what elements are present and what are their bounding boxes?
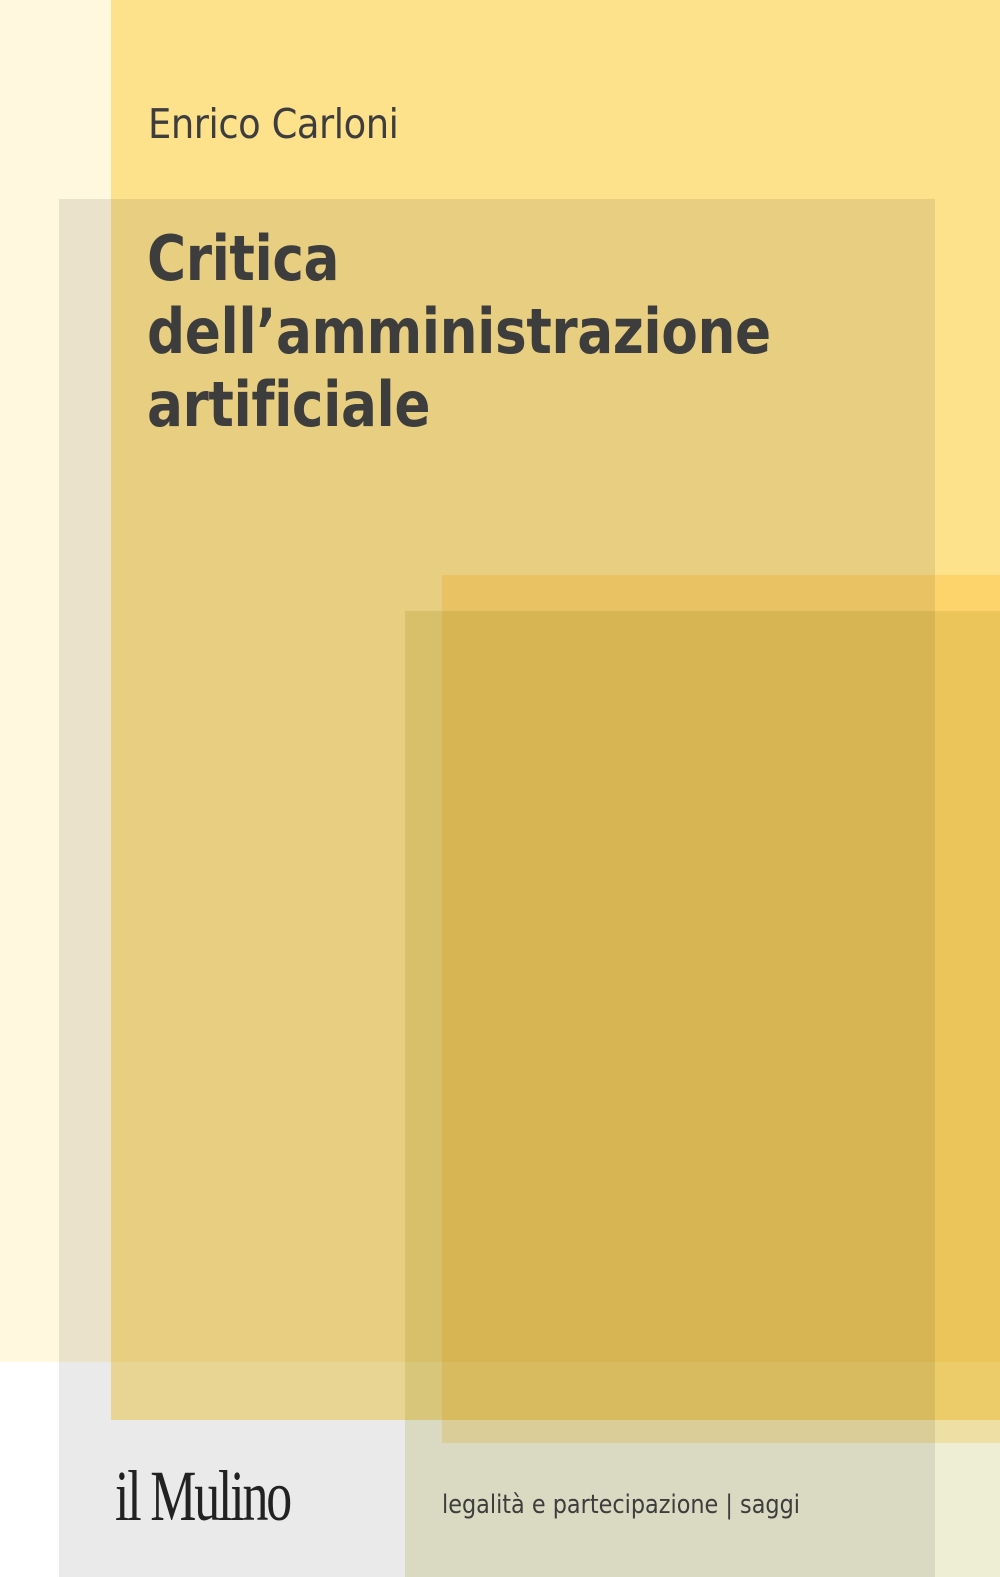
publisher-logo: il Mulino <box>115 1456 292 1536</box>
series-name: legalità e partecipazione | saggi <box>442 1490 801 1520</box>
author-name: Enrico Carloni <box>148 100 399 148</box>
title-line: Critica <box>147 222 340 295</box>
olive-panel <box>405 611 1000 1577</box>
title-line: dell’amministrazione <box>147 295 771 368</box>
book-title: Critica dell’amministrazione artificiale <box>147 222 771 441</box>
title-line: artificiale <box>147 368 431 441</box>
